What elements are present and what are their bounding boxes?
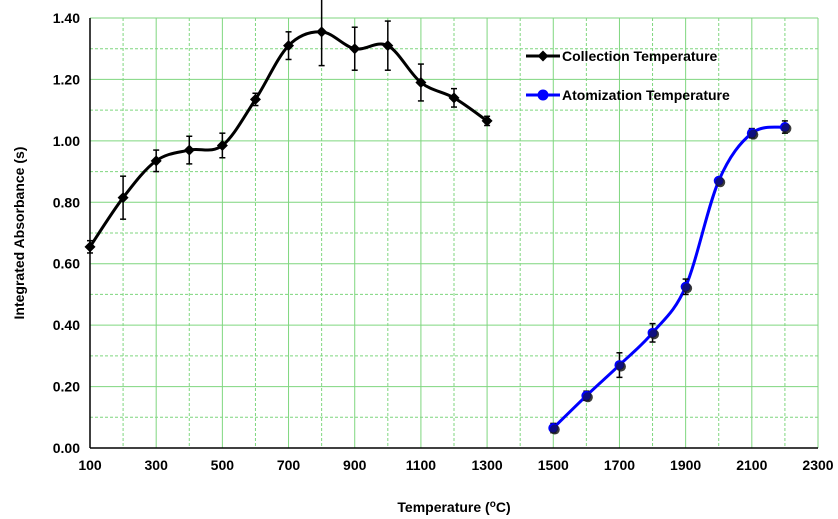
- data-point: [150, 155, 162, 167]
- legend-marker-atomization: [537, 89, 549, 101]
- data-point: [382, 40, 394, 52]
- y-tick-label: 1.40: [53, 10, 80, 26]
- y-tick-label: 0.60: [53, 256, 80, 272]
- data-point-shadow: [582, 392, 593, 403]
- data-point-tint: [648, 328, 657, 338]
- series-collection: [84, 0, 493, 254]
- legend-marker-collection: [537, 50, 549, 62]
- y-tick-label: 0.40: [53, 317, 80, 333]
- x-tick-label: 2300: [802, 457, 833, 473]
- data-point: [448, 92, 460, 104]
- data-point: [481, 115, 493, 127]
- data-point-shadow: [748, 129, 759, 140]
- data-point-shadow: [649, 329, 660, 340]
- x-tick-label: 1100: [406, 457, 437, 473]
- data-point: [183, 144, 195, 156]
- y-tick-label: 1.20: [53, 71, 80, 87]
- series-atomization: [548, 120, 792, 435]
- legend: Collection Temperature Atomization Tempe…: [526, 48, 730, 103]
- legend-label-collection: Collection Temperature: [562, 48, 718, 64]
- x-axis-title: Temperature (oC): [397, 499, 510, 516]
- data-point-tint: [747, 128, 757, 138]
- data-point: [349, 43, 361, 55]
- data-point-tint: [780, 122, 790, 132]
- grid: [89, 17, 819, 449]
- data-point: [216, 139, 228, 151]
- data-point: [117, 192, 129, 204]
- data-point: [283, 40, 295, 52]
- data-point: [415, 77, 427, 88]
- y-tick-label: 0.00: [53, 440, 80, 456]
- data-point-tint: [714, 176, 723, 185]
- x-axis-title-main: Temperature (: [397, 499, 490, 515]
- x-axis-title-sup: o: [490, 499, 496, 510]
- x-tick-label: 700: [277, 457, 301, 473]
- axes: [89, 18, 818, 449]
- data-point-shadow: [715, 177, 726, 188]
- data-point: [316, 26, 328, 38]
- y-tick-label: 1.00: [53, 133, 80, 149]
- tick-labels: 100 300 500 700 900 1100 1300 1500 1700 1900 2100 2…: [53, 10, 834, 473]
- legend-entry-atomization: Atomization Temperature: [526, 87, 730, 103]
- data-point-tint: [615, 360, 624, 370]
- series-line: [552, 125, 786, 430]
- x-tick-label: 1500: [538, 457, 569, 473]
- x-tick-label: 1300: [472, 457, 503, 473]
- x-tick-label: 1700: [604, 457, 635, 473]
- x-tick-label: 900: [343, 457, 367, 473]
- y-axis-title: Integrated Absorbance (s): [11, 147, 27, 320]
- data-point-shadow: [682, 283, 693, 294]
- data-point-tint: [681, 282, 690, 291]
- data-point-tint: [549, 423, 558, 433]
- data-point: [84, 241, 96, 253]
- x-axis-title-end: C): [496, 499, 511, 515]
- legend-label-atomization: Atomization Temperature: [562, 87, 730, 103]
- x-tick-label: 500: [211, 457, 235, 473]
- data-point: [249, 93, 261, 105]
- legend-entry-collection: Collection Temperature: [526, 48, 718, 64]
- x-tick-label: 100: [78, 457, 102, 473]
- data-point-shadow: [615, 361, 626, 372]
- y-tick-label: 0.80: [53, 194, 80, 210]
- series: [84, 0, 792, 435]
- data-point-shadow: [781, 123, 792, 134]
- x-tick-label: 300: [145, 457, 169, 473]
- data-point-shadow: [549, 424, 560, 435]
- x-tick-label: 2100: [736, 457, 767, 473]
- data-point-tint: [582, 391, 591, 400]
- x-tick-label: 1900: [670, 457, 701, 473]
- y-tick-label: 0.20: [53, 379, 80, 395]
